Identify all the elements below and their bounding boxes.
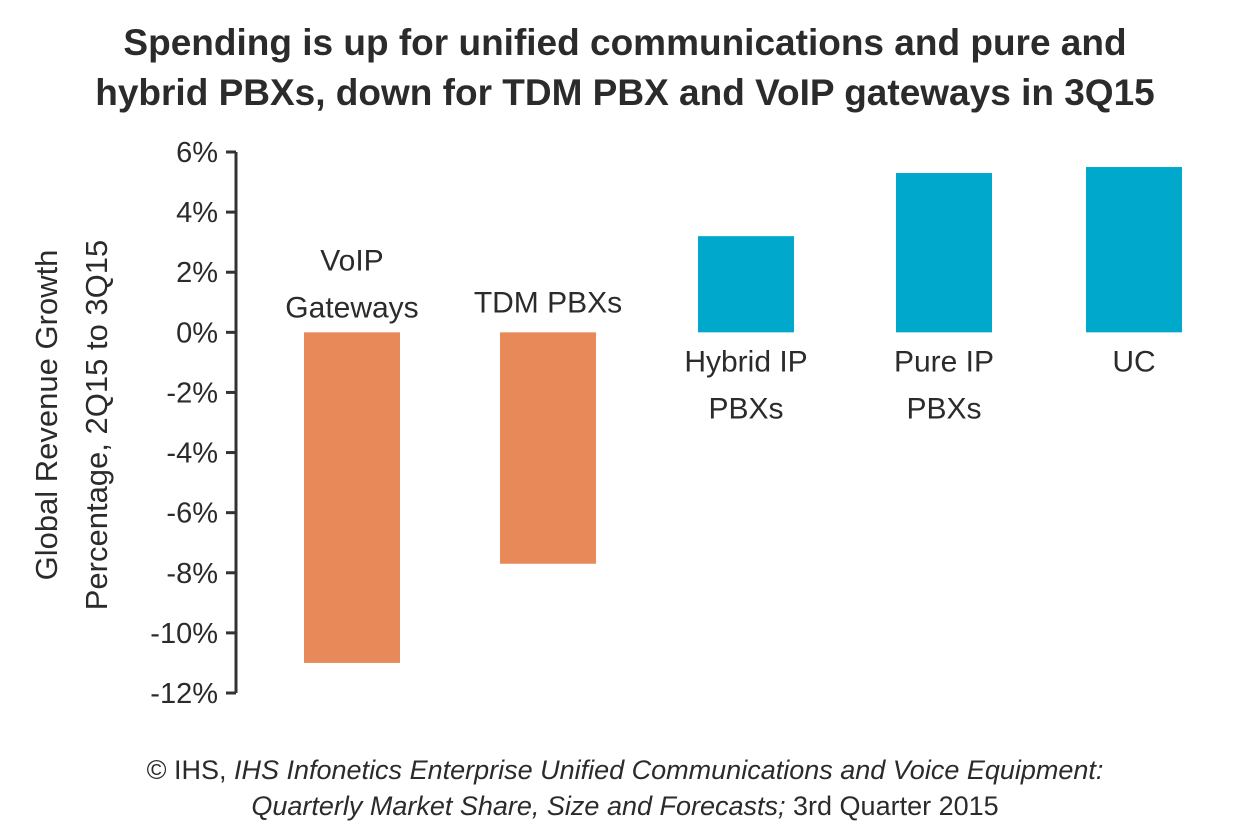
category-label: PBXs — [906, 392, 981, 425]
edition-text: 3rd Quarter 2015 — [785, 791, 999, 821]
bar — [1086, 167, 1182, 333]
category-label: Hybrid IP — [684, 345, 807, 378]
y-tick-label: 6% — [176, 137, 218, 169]
chart-title-line2: hybrid PBXs, down for TDM PBX and VoIP g… — [95, 72, 1155, 113]
y-tick-label: -4% — [166, 438, 218, 470]
category-label: TDM PBXs — [474, 286, 622, 319]
y-tick-label: -6% — [166, 498, 218, 530]
y-tick-label: 2% — [176, 257, 218, 289]
publication-title-line2: Quarterly Market Share, Size and Forecas… — [251, 791, 786, 821]
y-tick-label: -10% — [150, 618, 218, 650]
chart-title: Spending is up for unified communication… — [0, 18, 1250, 118]
source-line-2: Quarterly Market Share, Size and Forecas… — [0, 788, 1250, 824]
publication-title: IHS Infonetics Enterprise Unified Commun… — [233, 755, 1104, 785]
source-footer: © IHS, IHS Infonetics Enterprise Unified… — [0, 752, 1250, 824]
category-label: Pure IP — [894, 345, 994, 378]
category-label: PBXs — [708, 392, 783, 425]
y-axis-title-line1: Global Revenue Growth — [29, 250, 64, 581]
y-axis-title-line2: Percentage, 2Q15 to 3Q15 — [79, 240, 114, 611]
category-label: Gateways — [285, 291, 418, 324]
bar — [500, 332, 596, 564]
copyright-text: © IHS, — [146, 755, 234, 785]
y-tick-label: 0% — [176, 317, 218, 349]
source-line-1: © IHS, IHS Infonetics Enterprise Unified… — [0, 752, 1250, 788]
chart-title-line1: Spending is up for unified communication… — [123, 22, 1127, 63]
bar — [304, 332, 400, 663]
category-label: VoIP — [320, 244, 383, 277]
y-tick-label: 4% — [176, 197, 218, 229]
y-tick-label: -8% — [166, 558, 218, 590]
bar — [896, 173, 992, 333]
y-tick-label: -12% — [150, 678, 218, 710]
y-tick-label: -2% — [166, 377, 218, 409]
category-label: UC — [1112, 345, 1155, 378]
bar — [698, 236, 794, 333]
